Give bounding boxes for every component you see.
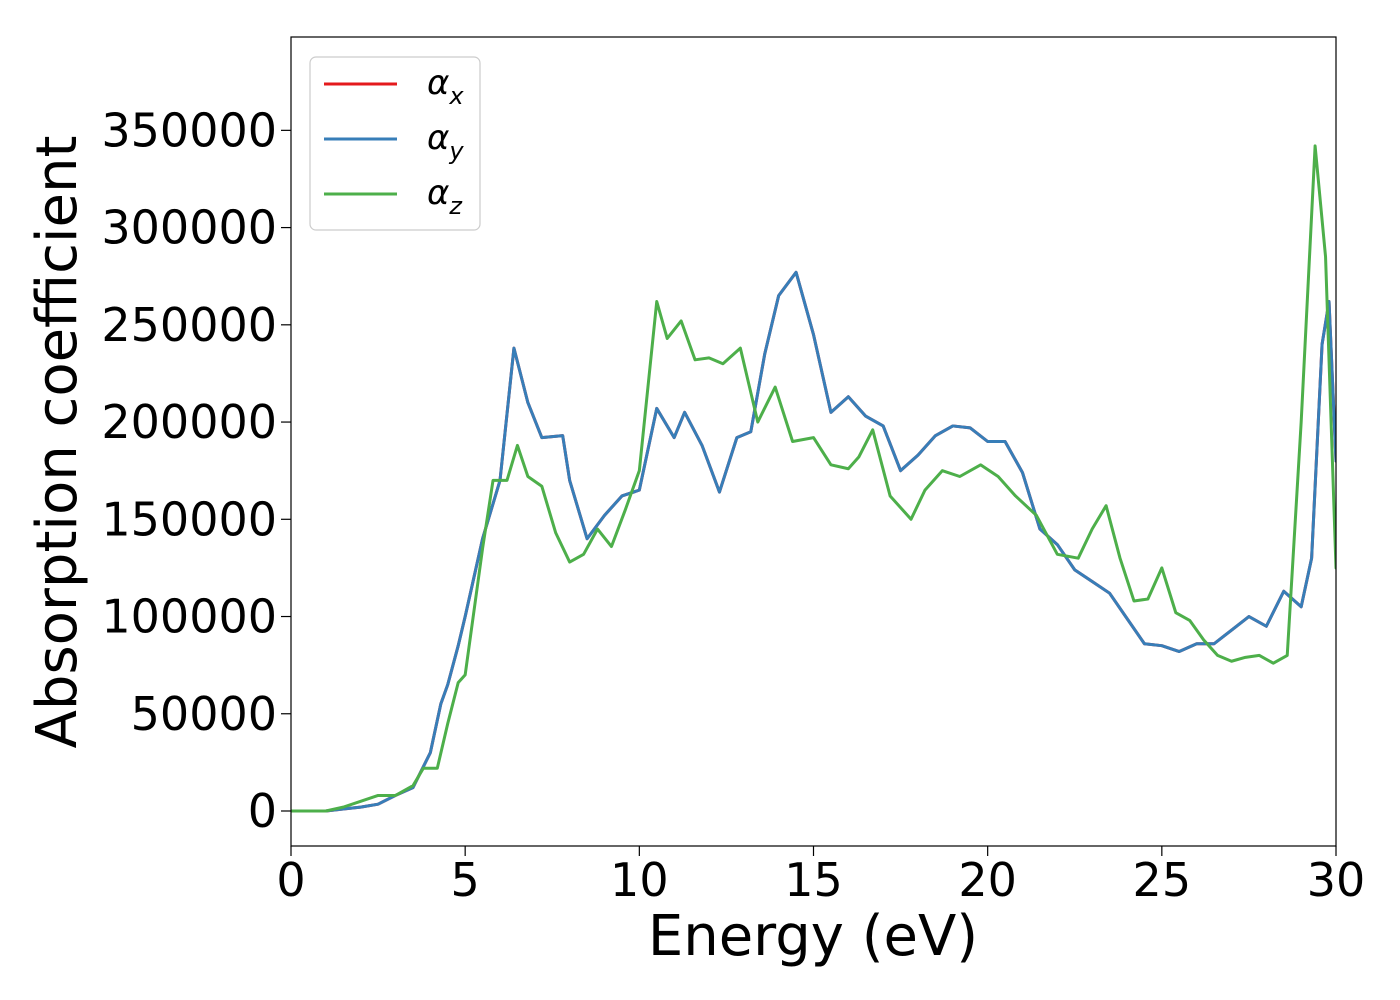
series-line-x [291,270,1336,813]
series-line-y [291,270,1336,813]
y-tick-label: 250000 [101,298,277,352]
legend-item-y: αy [324,118,464,165]
legend: αx αy αz [309,56,481,231]
x-tick-label: 20 [958,853,1017,907]
legend-label: αx [427,63,464,110]
legend-box [309,56,481,231]
y-axis: 0 50000 100000 150000 200000 250000 300000 3500… [101,103,291,838]
x-tick-label: 25 [1133,853,1192,907]
series-line-z [291,144,1336,813]
legend-label: αz [427,173,463,220]
y-tick-label: 350000 [101,103,277,157]
y-tick-label: 150000 [101,492,277,546]
x-axis-label: Energy (eV) [648,904,978,969]
legend-item-x: αx [324,63,464,110]
x-axis: 0 5 10 15 20 25 30 [276,846,1365,907]
x-tick-label: 0 [276,853,305,907]
y-tick-label: 300000 [101,201,277,255]
x-tick-label: 5 [451,853,480,907]
y-tick-label: 200000 [101,395,277,449]
legend-item-z: αz [324,173,463,220]
x-tick-label: 30 [1307,853,1366,907]
y-tick-label: 50000 [131,687,277,741]
y-tick-label: 0 [248,784,277,838]
y-tick-label: 100000 [101,590,277,644]
y-axis-label: Absorption coefficient [25,136,90,749]
x-tick-label: 15 [784,853,843,907]
x-tick-label: 10 [610,853,669,907]
legend-label: αy [427,118,464,165]
